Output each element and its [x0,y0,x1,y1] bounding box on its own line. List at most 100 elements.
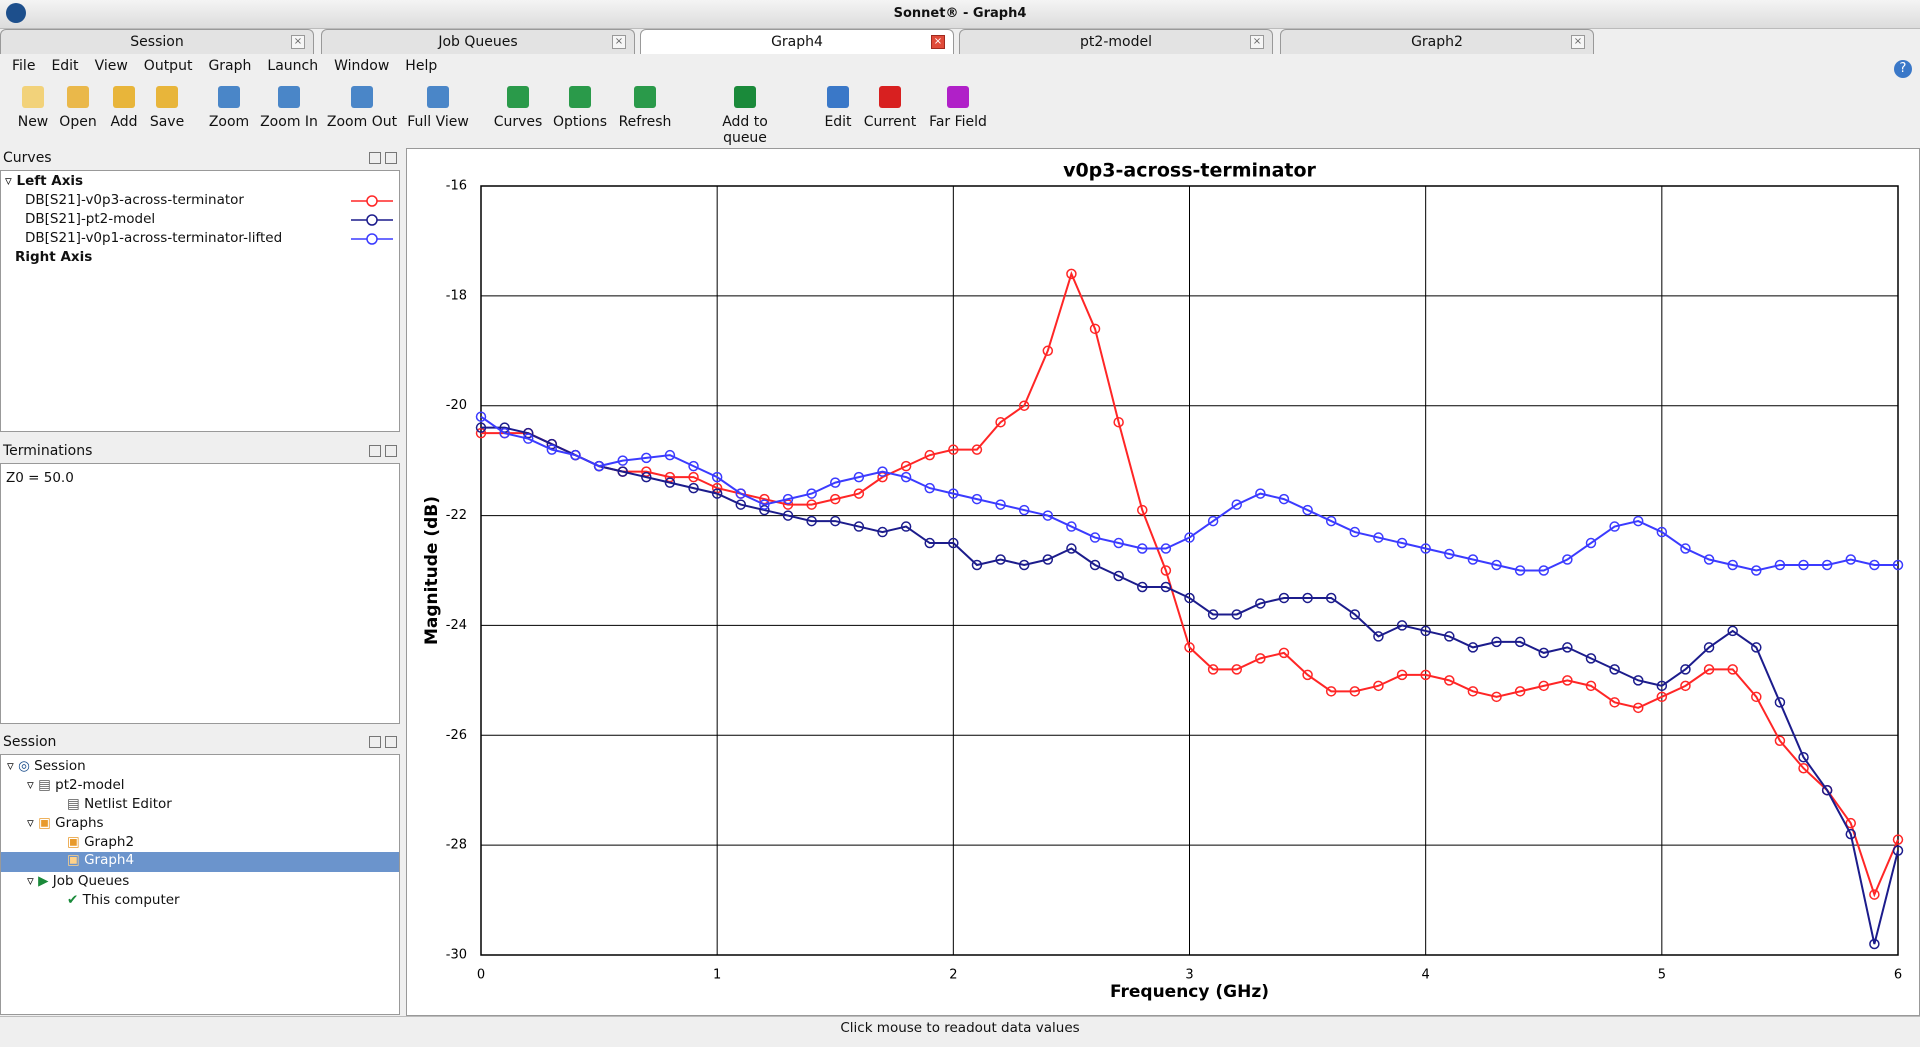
tab-label[interactable]: Graph4 [771,34,823,50]
toolbar-button[interactable]: Zoom Out [322,86,402,130]
toolbar-icon[interactable] [427,86,449,108]
group-label[interactable]: Right Axis [15,249,93,265]
toolbar-label[interactable]: New [17,114,49,130]
toolbar-button[interactable]: Full View [398,86,478,130]
toolbar-icon[interactable] [67,86,89,108]
legend-label[interactable]: DB[S21]-pt2-model [25,211,156,227]
tab[interactable]: pt2-model × [959,29,1273,54]
tab-close[interactable]: × [291,35,305,49]
toolbar-button[interactable]: New [0,86,73,130]
tree-label[interactable]: Job Queues [52,873,130,889]
data-point [1113,416,1124,428]
tab-label[interactable]: Job Queues [438,34,518,50]
data-point [948,537,959,549]
tree-item[interactable]: ▣ Graph2 [67,834,135,850]
tree-label[interactable]: Graphs [55,815,104,831]
toolbar-button[interactable]: Edit [798,86,878,130]
toolbar-icon[interactable] [351,86,373,108]
toolbar-button[interactable]: Curves [478,86,558,130]
toolbar-button[interactable]: Zoom [189,86,269,130]
menu-item[interactable]: Window [334,58,390,74]
tree-label[interactable]: Graph2 [84,834,135,850]
help-button[interactable]: ? [1894,60,1912,78]
toolbar-icon[interactable] [569,86,591,108]
tree-label[interactable]: This computer [82,892,180,908]
toolbar-button[interactable]: Open [38,86,118,130]
toolbar-button[interactable]: Options [540,86,620,130]
tab-close[interactable]: × [1250,35,1264,49]
legend-entry[interactable]: DB[S21]-pt2-model [25,211,395,227]
toolbar-label[interactable]: Curves [493,114,543,130]
tab-label[interactable]: pt2-model [1080,34,1152,50]
toolbar-label[interactable]: Add to queue [722,114,768,146]
tab[interactable]: Session × [0,29,314,54]
toolbar-label[interactable]: Refresh [618,114,672,130]
tree-item[interactable]: ▿ ▶ Job Queues [27,873,130,889]
toolbar-button[interactable]: Far Field [918,86,998,130]
tab[interactable]: Graph4 × [640,29,954,54]
toolbar-button[interactable]: Add to queue [705,86,785,146]
tab-close[interactable]: × [931,35,945,49]
toolbar-icon[interactable] [879,86,901,108]
menu-item[interactable]: File [12,58,36,74]
data-point [1467,642,1479,653]
tab-close[interactable]: × [1571,35,1585,49]
tree-group[interactable]: ▿ Left Axis [5,173,84,189]
toolbar-label[interactable]: Zoom In [260,114,318,130]
toolbar-icon[interactable] [827,86,849,108]
toolbar-label[interactable]: Open [59,114,97,130]
toolbar-label[interactable]: Full View [407,114,469,130]
toolbar-icon[interactable] [734,86,756,108]
legend-entry[interactable]: DB[S21]-v0p1-across-terminator-lifted [25,230,395,246]
toolbar-icon[interactable] [113,86,135,108]
toolbar-icon[interactable] [947,86,969,108]
toolbar-label[interactable]: Zoom [208,114,250,130]
menu-item[interactable]: Output [143,58,193,74]
toolbar-icon[interactable] [218,86,240,108]
data-point [830,477,841,488]
tree-label[interactable]: Graph4 [84,852,135,868]
tree-label[interactable]: pt2-model [55,777,125,793]
menu-item[interactable]: Edit [51,58,79,74]
toolbar-icon[interactable] [22,86,44,108]
menu-item[interactable]: View [94,58,128,74]
group-label[interactable]: Left Axis [16,173,84,189]
toolbar-label[interactable]: Add [110,114,138,130]
tab[interactable]: Graph2 × [1280,29,1594,54]
tab-label[interactable]: Graph2 [1411,34,1463,50]
tree-item[interactable]: ▤ Netlist Editor [67,796,172,812]
legend-entry[interactable]: DB[S21]-v0p3-across-terminator [25,192,395,208]
toolbar-button[interactable]: Add [84,86,164,130]
menu-item[interactable]: Help [405,58,438,74]
toolbar-label[interactable]: Zoom Out [326,114,398,130]
tab-label[interactable]: Session [130,34,184,50]
toolbar-label[interactable]: Far Field [929,114,987,130]
toolbar-button[interactable]: Refresh [605,86,685,130]
toolbar-label[interactable]: Save [149,114,185,130]
tree-item[interactable]: ✔ This computer [67,892,180,908]
data-point [1892,559,1904,571]
toolbar-button[interactable]: Save [127,86,207,130]
toolbar-button[interactable]: Zoom In [249,86,329,130]
tab[interactable]: Job Queues × [321,29,635,54]
tree-item[interactable]: ▿ ◎ Session [7,758,86,774]
toolbar-icon[interactable] [156,86,178,108]
toolbar-icon[interactable] [278,86,300,108]
tree-label[interactable]: Netlist Editor [84,796,172,812]
menu-item[interactable]: Launch [267,58,319,74]
menu-item[interactable]: Graph [208,58,252,74]
tree-item-selected[interactable]: ▣ Graph4 [1,852,399,872]
toolbar-button[interactable]: Current [850,86,930,130]
tab-close[interactable]: × [612,35,626,49]
toolbar-label[interactable]: Current [863,114,917,130]
legend-label[interactable]: DB[S21]-v0p1-across-terminator-lifted [25,230,283,246]
toolbar-icon[interactable] [507,86,529,108]
toolbar-label[interactable]: Options [552,114,608,130]
toolbar-icon[interactable] [634,86,656,108]
tree-item[interactable]: ▿ ▤ pt2-model [27,777,125,793]
data-point [1089,532,1101,543]
toolbar-label[interactable]: Edit [824,114,852,130]
tree-label[interactable]: Session [34,758,86,774]
legend-label[interactable]: DB[S21]-v0p3-across-terminator [25,192,244,208]
tree-item[interactable]: ▿ ▣ Graphs [27,815,104,831]
